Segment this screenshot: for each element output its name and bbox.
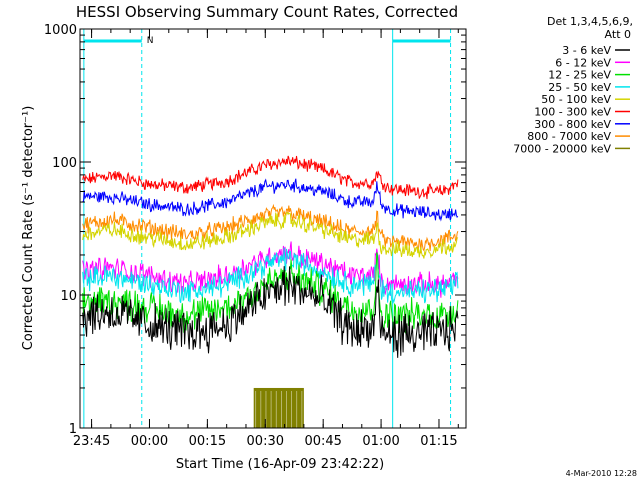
legend-entry-label: 50 - 100 keV xyxy=(541,93,611,106)
series-layer xyxy=(82,155,459,428)
y-tick-label: 1 xyxy=(69,422,77,437)
legend-entry-label: 300 - 800 keV xyxy=(534,118,611,131)
series-line xyxy=(82,252,459,334)
x-tick-label: 01:15 xyxy=(420,434,457,449)
x-axis-label: Start Time (16-Apr-09 23:42:22) xyxy=(176,457,384,472)
x-tick-label: 00:00 xyxy=(131,434,168,449)
x-tick-label: 23:45 xyxy=(73,434,110,449)
series-block xyxy=(253,387,304,428)
x-tick-label: 00:30 xyxy=(247,434,284,449)
series-line xyxy=(82,203,459,254)
series-line xyxy=(82,247,459,304)
y-tick-label: 100 xyxy=(52,156,77,171)
y-tick-label: 1000 xyxy=(44,23,77,38)
legend-entry-label: 800 - 7000 keV xyxy=(527,130,611,143)
axis-layer: 1 10 100 1000 23:45 00:00 00:15 00:30 00:45 01:00… xyxy=(44,23,466,449)
y-tick-label: 10 xyxy=(60,289,77,304)
series-line xyxy=(82,155,459,200)
plot-frame xyxy=(79,28,467,429)
chart-title: HESSI Observing Summary Count Rates, Cor… xyxy=(76,3,458,21)
x-tick-label: 01:00 xyxy=(362,434,399,449)
y-axis-label: Corrected Count Rate (s⁻¹ detector⁻¹) xyxy=(21,106,36,351)
legend-entry-label: 3 - 6 keV xyxy=(562,44,611,57)
top-flag-label: N xyxy=(147,36,154,46)
legend-entry-label: 25 - 50 keV xyxy=(548,81,611,94)
legend-entry-label: 100 - 300 keV xyxy=(534,106,611,119)
series-line xyxy=(82,178,459,222)
legend-entry-label: 6 - 12 keV xyxy=(555,56,611,69)
legend-header-line-2: Att 0 xyxy=(605,28,631,41)
series-line xyxy=(82,266,459,358)
x-tick-label: 00:45 xyxy=(304,434,341,449)
legend-entry-label: 12 - 25 keV xyxy=(548,69,611,82)
x-tick-label: 00:15 xyxy=(189,434,226,449)
legend-header-line-1: Det 1,3,4,5,6,9, xyxy=(547,15,633,28)
legend-entry-label: 7000 - 20000 keV xyxy=(513,142,611,155)
series-line xyxy=(82,212,459,259)
footer-date: 4-Mar-2010 12:28 xyxy=(566,469,637,478)
annotation-layer: N xyxy=(83,29,452,428)
